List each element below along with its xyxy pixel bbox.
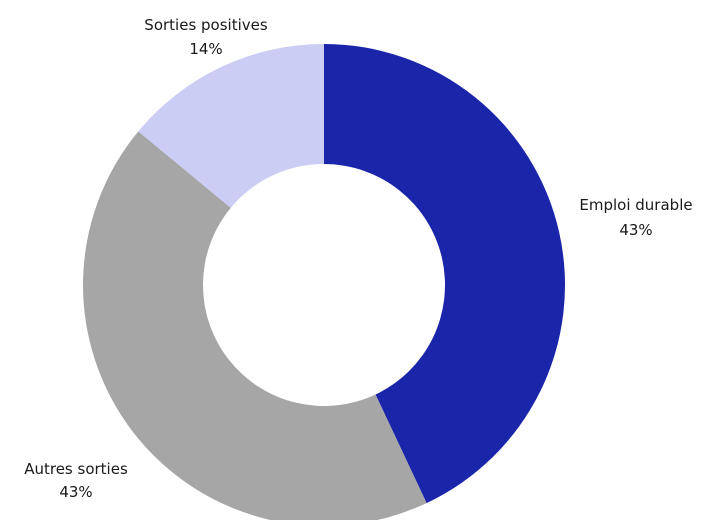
slice-sorties-positives-value: 14% — [189, 40, 222, 58]
labels-group: Emploi durable 43% Autres sorties 43% So… — [24, 16, 692, 501]
slice-emploi-durable — [324, 44, 566, 504]
slice-sorties-positives — [138, 44, 324, 208]
slice-emploi-durable-name: Emploi durable — [579, 196, 692, 214]
slice-autres-sorties — [83, 131, 427, 520]
slice-sorties-positives-name: Sorties positives — [144, 16, 268, 34]
slice-autres-sorties-value: 43% — [59, 483, 92, 501]
slices-group — [83, 44, 566, 520]
slice-emploi-durable-value: 43% — [619, 221, 652, 239]
slice-autres-sorties-name: Autres sorties — [24, 460, 128, 478]
